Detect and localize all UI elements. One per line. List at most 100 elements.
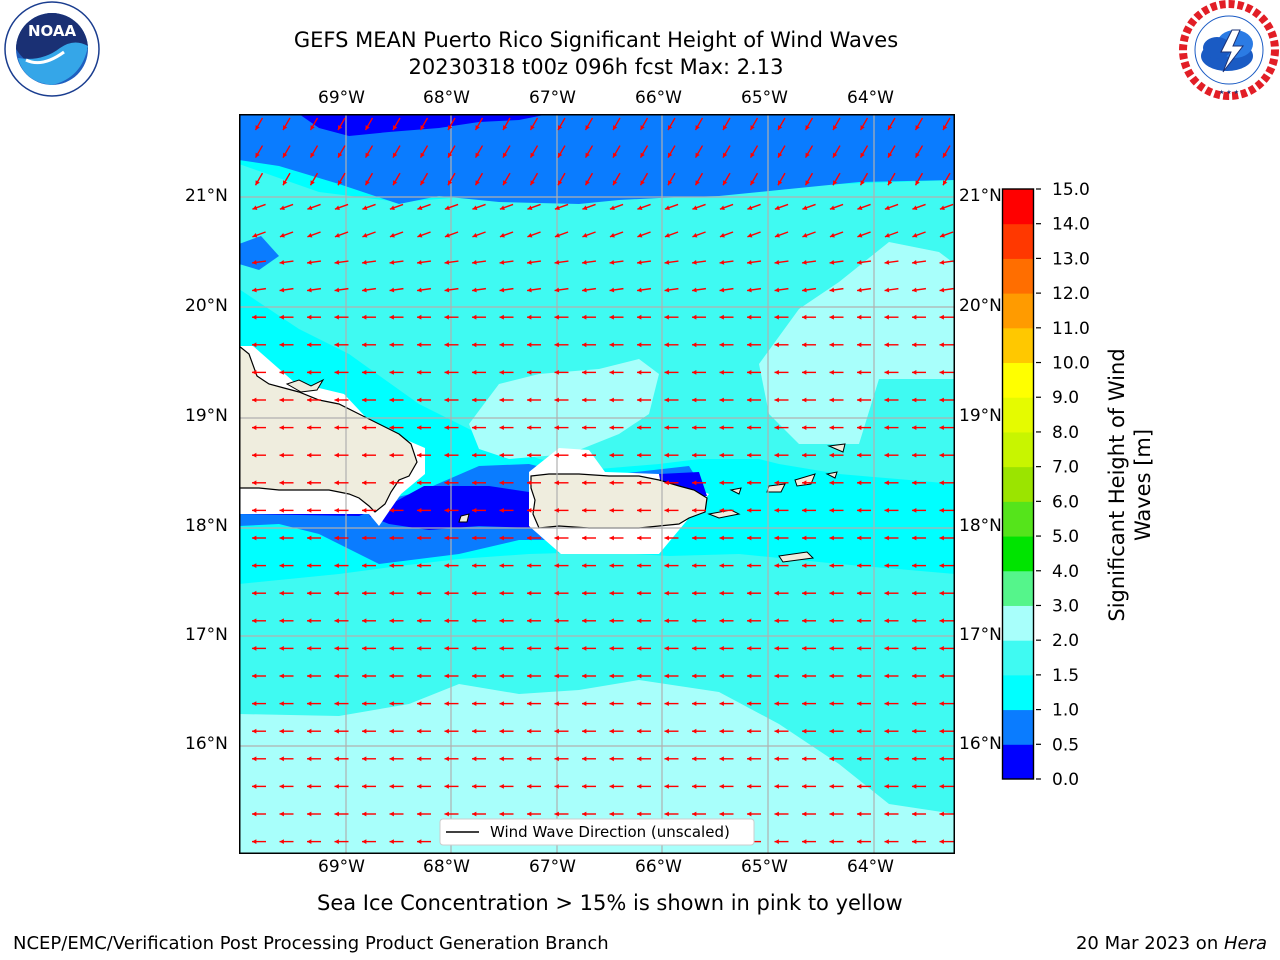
wind-wave-arrowhead — [554, 480, 559, 486]
wind-wave-arrowhead — [279, 205, 285, 210]
wind-wave-arrowhead — [558, 125, 563, 131]
wind-wave-arrowhead — [888, 180, 893, 186]
wind-wave-arrowhead — [747, 205, 753, 210]
wind-wave-arrowhead — [334, 397, 339, 403]
wind-wave-arrowhead — [362, 839, 367, 844]
chart-title-line1: GEFS MEAN Puerto Rico Significant Height… — [293, 28, 899, 52]
wind-wave-arrowhead — [334, 205, 340, 210]
colorbar-tick-label: 3.0 — [1052, 596, 1079, 616]
wind-wave-arrowhead — [668, 152, 673, 158]
wind-wave-arrowhead — [774, 784, 779, 789]
wind-wave-arrowhead — [334, 535, 339, 541]
wind-wave-arrowhead — [252, 673, 257, 679]
wind-wave-arrowhead — [857, 287, 862, 293]
wind-wave-arrowhead — [389, 287, 395, 293]
wind-wave-arrowhead — [774, 673, 779, 679]
wind-wave-arrowhead — [307, 535, 312, 541]
wind-wave-arrowhead — [417, 480, 422, 486]
wind-wave-arrowhead — [802, 259, 807, 265]
wind-wave-arrowhead — [719, 370, 724, 375]
wind-wave-arrowhead — [939, 480, 944, 486]
wind-wave-arrowhead — [829, 728, 834, 734]
colorbar-tick-label: 9.0 — [1052, 388, 1079, 408]
wind-wave-arrowhead — [857, 618, 862, 624]
wind-wave-arrowhead — [719, 259, 725, 265]
wind-wave-arrowhead — [554, 701, 559, 706]
wind-wave-arrowhead — [637, 233, 643, 238]
wind-wave-arrowhead — [334, 314, 339, 320]
wind-wave-arrowhead — [829, 563, 834, 568]
wind-wave-arrowhead — [389, 397, 394, 403]
wind-wave-arrowhead — [444, 673, 449, 679]
wind-wave-arrowhead — [939, 397, 944, 403]
wind-wave-arrowhead — [857, 425, 862, 430]
land-virgin-islands — [729, 443, 846, 495]
wind-wave-arrowhead — [307, 563, 312, 568]
wind-wave-arrowhead — [640, 152, 645, 158]
wind-wave-arrowhead — [558, 152, 563, 158]
lon-label-top-67w: 67°W — [529, 88, 576, 108]
wind-wave-arrowhead — [252, 287, 257, 293]
wind-wave-arrowhead — [279, 425, 284, 430]
wind-wave-arrowhead — [527, 728, 532, 734]
wind-wave-arrowhead — [719, 480, 724, 486]
lon-label-bottom-66w: 66°W — [635, 857, 682, 877]
wind-wave-arrowhead — [884, 673, 889, 679]
wind-wave-arrowhead — [334, 452, 339, 458]
wind-wave-arrowhead — [527, 618, 532, 624]
wind-wave-arrowhead — [362, 728, 367, 734]
wind-wave-arrowhead — [530, 125, 535, 131]
wind-wave-arrowhead — [829, 480, 834, 486]
wind-wave-arrowhead — [637, 701, 642, 706]
wind-wave-arrowhead — [884, 701, 889, 706]
wind-wave-arrowhead — [389, 314, 394, 320]
wind-wave-arrowhead — [802, 480, 807, 486]
wind-wave-arrowhead — [444, 370, 449, 375]
colorbar-cell — [1002, 640, 1034, 676]
wind-wave-arrowhead — [252, 370, 257, 375]
wind-wave-arrowhead — [334, 701, 339, 706]
map-plot-area: Wind Wave Direction (unscaled) — [239, 114, 955, 854]
wind-wave-arrowhead — [857, 728, 862, 734]
wind-wave-arrowhead — [750, 125, 755, 131]
wind-wave-arrowhead — [609, 508, 614, 513]
wind-wave-arrowhead — [472, 646, 477, 651]
wind-wave-arrowhead — [279, 839, 284, 844]
wind-wave-arrowhead — [472, 590, 477, 596]
wind-wave-arrowhead — [802, 370, 807, 375]
wind-wave-arrowhead — [692, 728, 697, 734]
wind-wave-arrowhead — [939, 287, 945, 293]
wind-wave-arrowhead — [499, 370, 504, 375]
wind-wave-arrowhead — [472, 508, 477, 513]
wind-wave-arrowhead — [420, 180, 425, 186]
wind-wave-arrowhead — [912, 728, 917, 734]
wind-wave-arrowhead — [527, 233, 533, 238]
wind-wave-arrowhead — [472, 259, 477, 265]
wind-wave-arrowhead — [829, 342, 834, 348]
wind-wave-arrowhead — [695, 125, 700, 131]
wind-wave-arrowhead — [912, 480, 917, 486]
wind-wave-arrowhead — [554, 287, 560, 293]
wind-wave-arrowhead — [554, 535, 559, 541]
wind-wave-arrowhead — [912, 535, 917, 541]
wind-wave-arrowhead — [334, 563, 339, 568]
wind-wave-arrowhead — [609, 590, 614, 596]
wind-wave-arrowhead — [252, 618, 257, 624]
wind-wave-arrowhead — [857, 646, 862, 651]
wind-wave-arrowhead — [444, 205, 450, 210]
wind-wave-arrowhead — [857, 233, 863, 238]
wind-wave-arrowhead — [939, 259, 945, 265]
wind-wave-arrowhead — [334, 646, 339, 651]
wind-wave-arrowhead — [334, 508, 339, 513]
wind-wave-arrowhead — [444, 646, 449, 651]
wind-wave-arrowhead — [829, 259, 835, 265]
wind-wave-arrowhead — [362, 535, 367, 541]
wind-wave-arrowhead — [692, 233, 698, 238]
wind-wave-arrowhead — [774, 701, 779, 706]
colorbar-tick-label: 1.0 — [1052, 701, 1079, 721]
wind-wave-arrowhead — [939, 535, 944, 541]
wind-wave-arrowhead — [723, 152, 728, 158]
wind-wave-arrowhead — [609, 811, 614, 817]
wind-wave-arrowhead — [664, 811, 669, 817]
wind-wave-arrowhead — [664, 728, 669, 734]
